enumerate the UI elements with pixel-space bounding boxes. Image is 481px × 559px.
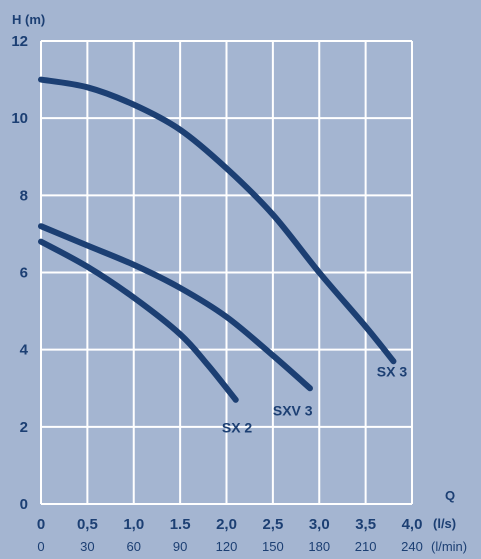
curve-sx-2 (38, 238, 239, 403)
curve-label-sx-3: SX 3 (377, 364, 408, 380)
x-tick-label-secondary: 30 (80, 539, 94, 554)
curve-sxv-3 (38, 223, 313, 392)
x-tick-label: 3,0 (309, 516, 330, 533)
x-tick-label-secondary: 150 (262, 539, 284, 554)
y-axis-title: H (m) (12, 12, 45, 27)
curves (38, 76, 397, 403)
x-tick-label-secondary: 180 (308, 539, 330, 554)
y-tick-label: 2 (20, 419, 28, 436)
x-tick-label: 2,0 (216, 516, 237, 533)
curve-label-sxv-3: SXV 3 (273, 402, 313, 418)
curve-label-sx-2: SX 2 (222, 420, 253, 436)
x-unit-primary: (l/s) (433, 516, 456, 531)
y-tick-label: 0 (20, 496, 28, 513)
x-tick-labels: 0 0 0,5 30 1,0 60 1.5 90 2,0 120 2,5 150 3,0 180 3,5 21… (37, 516, 423, 554)
x-tick-label: 1,0 (123, 516, 144, 533)
x-tick-label: 2,5 (262, 516, 283, 533)
y-tick-label: 4 (20, 342, 29, 359)
x-unit-secondary: (l/min) (431, 539, 467, 554)
x-tick-label-secondary: 0 (37, 539, 44, 554)
x-tick-label: 1.5 (170, 516, 191, 533)
y-tick-label: 6 (20, 265, 28, 282)
x-tick-label: 3,5 (355, 516, 376, 533)
y-tick-label: 12 (11, 33, 28, 50)
curve-labels: SX 3 SXV 3 SX 2 (222, 364, 407, 436)
x-tick-label: 4,0 (402, 516, 423, 533)
x-tick-label-secondary: 240 (401, 539, 423, 554)
x-tick-label-secondary: 60 (127, 539, 141, 554)
x-tick-label: 0 (37, 516, 45, 533)
x-axis-title: Q (445, 488, 455, 503)
y-tick-label: 10 (11, 110, 28, 127)
x-tick-label-secondary: 90 (173, 539, 187, 554)
x-tick-label-secondary: 210 (355, 539, 377, 554)
curve-sx-3 (38, 76, 397, 365)
x-tick-label-secondary: 120 (216, 539, 238, 554)
grid (40, 40, 413, 505)
y-tick-labels: 0 2 4 6 8 10 12 (11, 33, 28, 513)
x-tick-label: 0,5 (77, 516, 98, 533)
y-tick-label: 8 (20, 187, 28, 204)
